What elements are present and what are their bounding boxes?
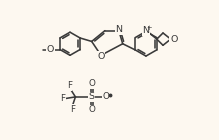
Text: N: N bbox=[115, 25, 122, 34]
Text: O: O bbox=[97, 52, 105, 61]
Text: F: F bbox=[67, 81, 72, 90]
Text: N: N bbox=[142, 26, 149, 35]
Text: +: + bbox=[146, 25, 151, 31]
Text: F: F bbox=[60, 94, 65, 103]
Text: O: O bbox=[102, 92, 109, 101]
Text: O: O bbox=[170, 35, 178, 44]
Text: S: S bbox=[89, 92, 95, 101]
Text: O: O bbox=[47, 45, 54, 54]
Text: O: O bbox=[88, 79, 95, 88]
Text: O: O bbox=[88, 105, 95, 115]
Text: F: F bbox=[70, 105, 75, 114]
